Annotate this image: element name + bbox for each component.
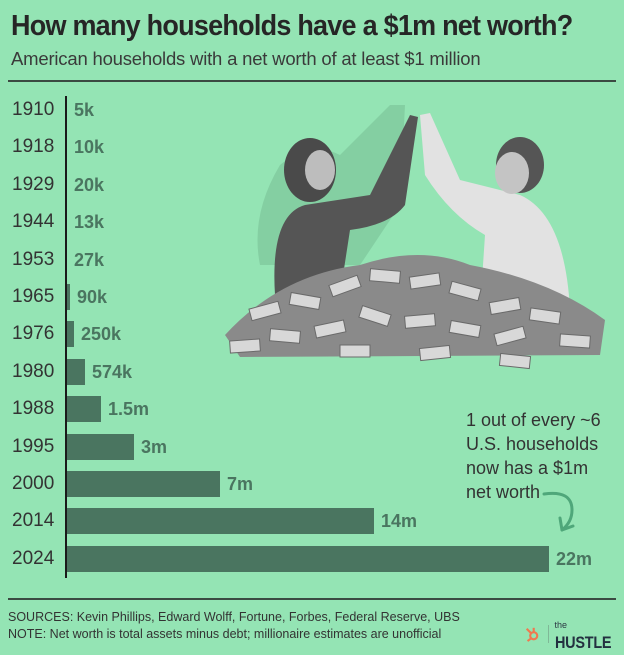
- year-label: 1988: [12, 398, 55, 420]
- year-label: 1944: [12, 211, 55, 233]
- bar-row: 1980 574k: [0, 358, 624, 386]
- value-label: 250k: [81, 324, 122, 345]
- bar: [67, 396, 101, 423]
- bar-row: 1988 1.5m: [0, 395, 624, 423]
- bar-row: 2000 7m: [0, 470, 624, 498]
- chart-subtitle: American households with a net worth of …: [11, 48, 481, 69]
- value-label: 27k: [74, 249, 105, 270]
- bar-row: 1995 3m: [0, 433, 624, 461]
- curved-arrow-down-icon: [542, 491, 575, 532]
- logo-separator: [547, 625, 549, 643]
- y-axis-line: [65, 96, 67, 578]
- value-label: 14m: [381, 511, 418, 532]
- bar-row: 1929 20k: [0, 171, 624, 199]
- year-label: 1965: [12, 286, 55, 307]
- year-label: 2024: [12, 547, 55, 569]
- value-label: 22m: [556, 548, 593, 569]
- value-label: 3m: [141, 436, 168, 457]
- value-label: 5k: [74, 100, 95, 120]
- bar: [67, 545, 549, 572]
- value-label: 10k: [74, 137, 105, 158]
- bar: [67, 471, 220, 497]
- year-label: 1910: [12, 99, 55, 120]
- bar-row: 1918 10k: [0, 133, 624, 161]
- bar-row: 1944 13k: [0, 208, 624, 236]
- value-label: 1.5m: [108, 399, 150, 420]
- value-label: 90k: [77, 287, 108, 307]
- year-label: 1953: [12, 248, 55, 270]
- bar-row: 2014 14m: [0, 507, 624, 535]
- year-label: 2014: [12, 510, 55, 532]
- bar: [67, 321, 74, 348]
- annotation-text: 1 out of every ~6 U.S. households now ha…: [466, 410, 601, 502]
- year-label: 1976: [12, 323, 55, 345]
- bar-row: 1953 27k: [0, 246, 624, 274]
- bar: [67, 433, 134, 460]
- bar: [67, 508, 374, 535]
- brand-name: HUSTLE: [554, 633, 612, 652]
- year-label: 1995: [12, 435, 55, 457]
- value-label: 574k: [92, 361, 133, 382]
- hubspot-sprocket-icon: [525, 627, 539, 642]
- bottom-divider: [8, 598, 616, 600]
- bar: [67, 284, 70, 310]
- bar-row: 2024 22m: [0, 545, 624, 573]
- brand-the: the: [554, 620, 568, 630]
- top-divider: [8, 80, 616, 82]
- year-label: 1980: [12, 360, 55, 382]
- sources-text: SOURCES: Kevin Phillips, Edward Wolff, F…: [8, 610, 460, 624]
- year-label: 1918: [12, 136, 55, 158]
- value-label: 13k: [74, 212, 105, 233]
- value-label: 7m: [227, 474, 254, 494]
- chart-title: How many households have a $1m net worth…: [11, 10, 573, 42]
- couple-high-five-money-photo: [225, 105, 605, 370]
- bar-row: 1910 5k: [0, 96, 624, 124]
- bar: [67, 358, 85, 385]
- year-label: 1929: [12, 173, 55, 195]
- note-text: NOTE: Net worth is total assets minus de…: [8, 627, 442, 641]
- year-label: 2000: [12, 473, 55, 494]
- bar-row: 1965 90k: [0, 283, 624, 311]
- brand-logo: the HUSTLE: [524, 615, 624, 653]
- bar-row: 1976 250k: [0, 320, 624, 348]
- value-label: 20k: [74, 174, 105, 195]
- footer-notes: SOURCES: Kevin Phillips, Edward Wolff, F…: [8, 609, 460, 643]
